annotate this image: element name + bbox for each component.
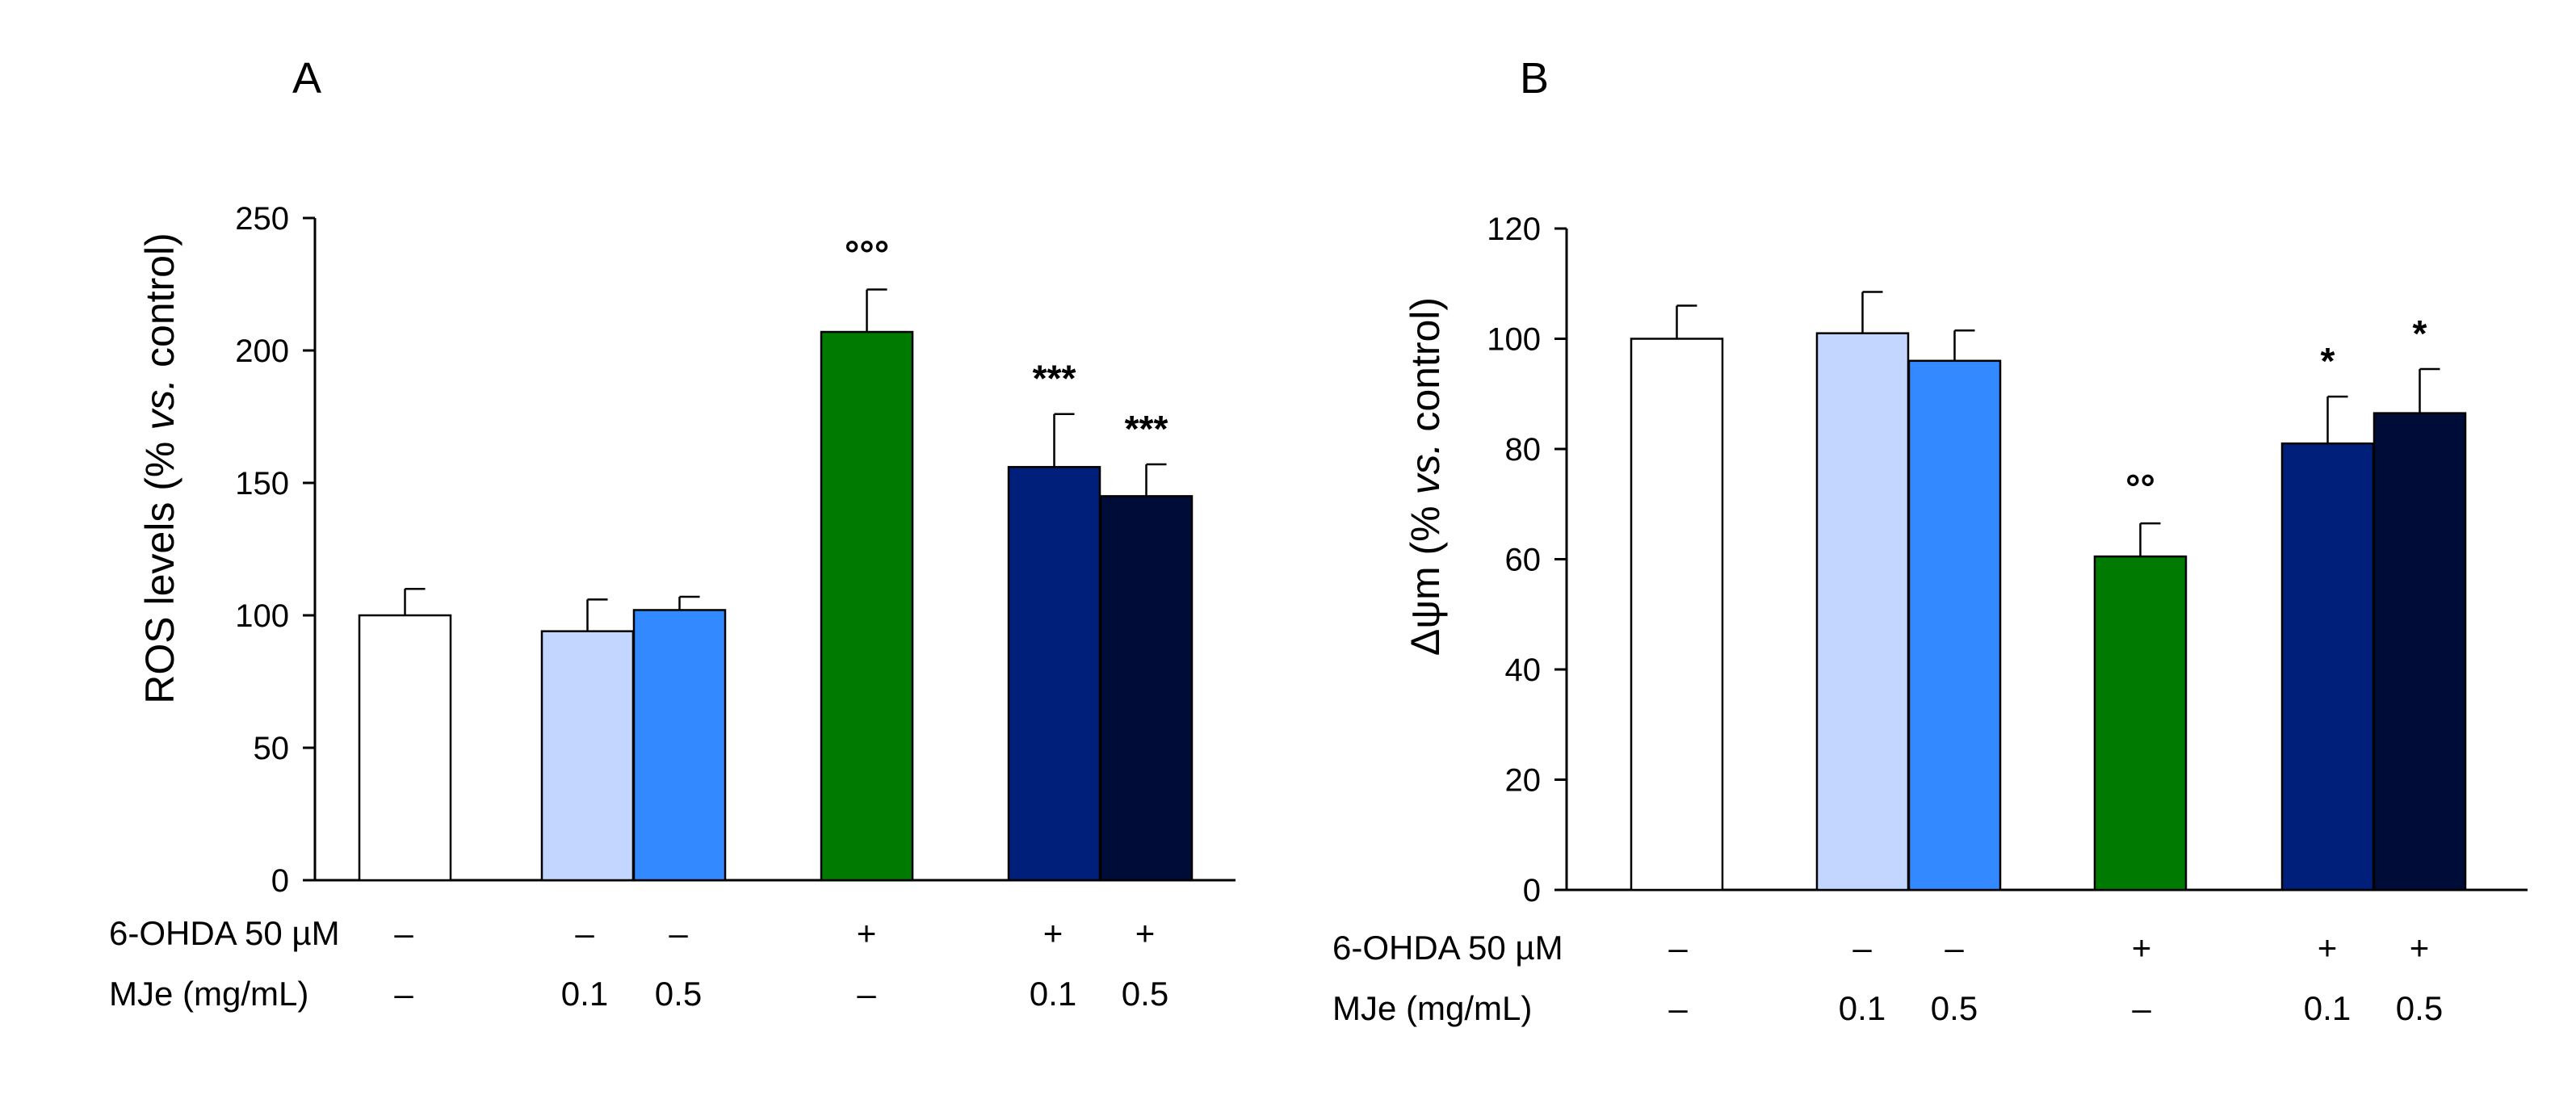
bar [1907,359,2002,892]
significance-marker: * [2321,340,2335,382]
y-tick-label: 120 [1487,212,1541,247]
treatment-value: 0.5 [1122,975,1168,1013]
treatment-value: – [575,914,594,952]
bar [2280,442,2375,892]
treatment-row-label: MJe (mg/mL) [1332,989,1532,1027]
bar [358,614,452,882]
treatment-value: – [669,914,688,952]
treatment-value: + [1043,914,1064,952]
y-axis-title: ROS levels (% vs. control) [137,233,183,704]
treatment-value: 0.1 [1030,975,1076,1013]
treatment-value: – [857,975,876,1013]
bar [1007,466,1101,882]
bar [540,630,635,882]
bar [1099,495,1194,882]
treatment-value: 0.5 [1931,989,1978,1027]
treatment-row-label: 6-OHDA 50 µM [1332,929,1563,967]
treatment-value: 0.1 [2304,989,2351,1027]
significance-marker: * [2413,313,2427,355]
y-tick-label: 50 [254,731,290,766]
y-axis-title-italic: vs. [137,379,183,430]
y-tick-label: 0 [271,863,289,899]
y-tick-label: 60 [1505,543,1542,578]
significance-marker: °°° [845,233,889,275]
y-tick-label: 0 [1523,873,1541,908]
treatment-value: – [394,914,413,952]
treatment-value: 0.1 [561,975,608,1013]
y-tick-label: 150 [235,466,289,501]
treatment-value: – [1668,929,1688,967]
bar [2093,555,2188,892]
significance-marker: *** [1125,408,1168,450]
treatment-value: + [1135,914,1156,952]
treatment-value: + [2132,929,2152,967]
treatment-value: 0.1 [1839,989,1886,1027]
y-tick-label: 100 [235,598,289,634]
y-tick-label: 40 [1505,652,1542,688]
treatment-value: 0.5 [2396,989,2443,1027]
bar [632,609,727,882]
treatment-value: – [1852,929,1872,967]
y-tick-label: 80 [1505,432,1542,468]
panel-label: A [292,54,321,103]
y-axis-title-main: Δψm (% [1403,494,1448,656]
treatment-value: 0.5 [655,975,702,1013]
bar [1630,338,1724,892]
y-axis-title-main: ROS levels (% [137,430,183,704]
treatment-value: + [2318,929,2338,967]
treatment-value: – [2132,989,2151,1027]
treatment-value: – [1668,989,1688,1027]
treatment-value: + [2410,929,2430,967]
significance-marker: °° [2125,467,2155,509]
treatment-value: – [394,975,413,1013]
y-axis-title: Δψm (% vs. control) [1403,297,1448,656]
bar [820,330,914,882]
y-tick-label: 250 [235,201,289,237]
y-tick-label: 100 [1487,322,1541,358]
significance-marker: *** [1033,358,1076,400]
y-axis-title-end: control) [1403,297,1448,443]
treatment-row-label: 6-OHDA 50 µM [109,914,340,952]
panel-label: B [1520,54,1549,103]
y-axis-title-end: control) [137,233,183,379]
bar [1815,332,1910,892]
bar [2373,412,2467,892]
treatment-value: – [1945,929,1964,967]
panel-b: B 0 20 40 60 80 100 120 Δψm (% vs. control) °° * * 6… [1332,54,2528,1027]
treatment-value: + [857,914,877,952]
y-axis-title-italic: vs. [1403,443,1448,495]
panel-a: A 0 50 100 150 200 250 ROS levels (% vs. contro… [109,54,1236,1013]
treatment-row-label: MJe (mg/mL) [109,975,308,1013]
y-tick-label: 200 [235,334,289,369]
y-tick-label: 20 [1505,763,1542,799]
